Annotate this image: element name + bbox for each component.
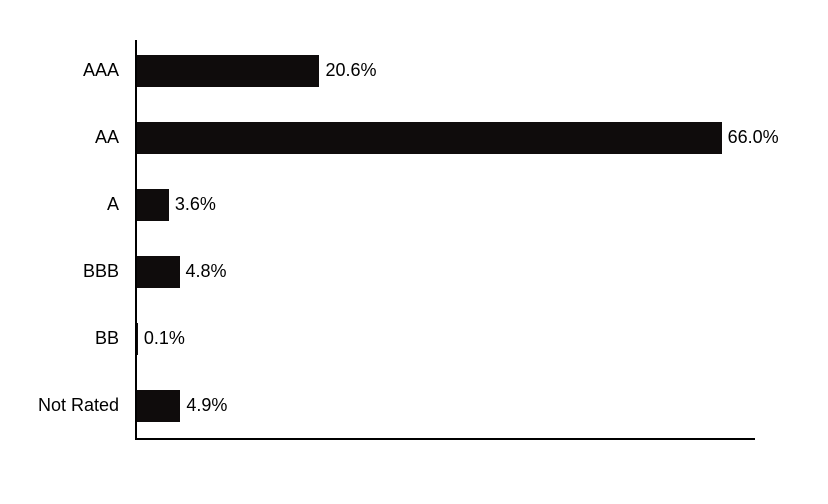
bar-row: A3.6% bbox=[135, 189, 755, 221]
bar bbox=[137, 256, 180, 288]
value-label: 0.1% bbox=[144, 328, 185, 349]
bar-row: BB0.1% bbox=[135, 323, 755, 355]
value-label: 4.9% bbox=[186, 395, 227, 416]
bar-row: Not Rated4.9% bbox=[135, 390, 755, 422]
value-label: 4.8% bbox=[186, 261, 227, 282]
plot-area: AAA20.6% AA66.0% A3.6% BBB4.8% BB0.1% Not Rat… bbox=[135, 40, 755, 440]
category-label: AAA bbox=[83, 60, 119, 81]
bar bbox=[137, 122, 722, 154]
value-label: 66.0% bbox=[728, 127, 779, 148]
y-axis bbox=[135, 40, 137, 440]
bar-row: AA66.0% bbox=[135, 122, 755, 154]
x-axis bbox=[135, 438, 755, 440]
bar bbox=[137, 189, 169, 221]
bar bbox=[137, 390, 180, 422]
category-label: BB bbox=[95, 328, 119, 349]
bar bbox=[137, 55, 319, 87]
category-label: BBB bbox=[83, 261, 119, 282]
category-label: A bbox=[107, 194, 119, 215]
value-label: 20.6% bbox=[325, 60, 376, 81]
rating-distribution-chart: AAA20.6%AA66.0%A3.6%BBB4.8%BB0.1%Not Rat… bbox=[0, 0, 828, 504]
category-label: Not Rated bbox=[38, 395, 119, 416]
bar bbox=[137, 323, 138, 355]
bar-row: AAA20.6% bbox=[135, 55, 755, 87]
value-label: 3.6% bbox=[175, 194, 216, 215]
bar-row: BBB4.8% bbox=[135, 256, 755, 288]
category-label: AA bbox=[95, 127, 119, 148]
